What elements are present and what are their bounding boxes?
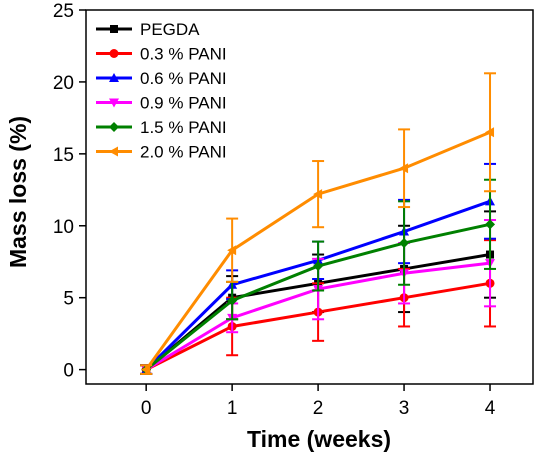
- series-layer: [140, 72, 497, 375]
- legend-item: PEGDA: [96, 20, 200, 39]
- legend-item: 0.9 % PANI: [96, 94, 227, 113]
- legend-label: 0.9 % PANI: [140, 94, 227, 113]
- x-tick-label: 3: [399, 398, 410, 419]
- legend-marker: [109, 49, 119, 58]
- data-point: [313, 189, 323, 200]
- legend-marker: [109, 98, 119, 108]
- data-point: [485, 127, 495, 138]
- legend: PEGDA 0.3 % PANI 0.6 % PANI 0.9 % PANI 1.5 %…: [96, 20, 227, 162]
- series-5: [140, 72, 497, 375]
- y-axis: 0 5 10 15 20 25: [53, 1, 86, 382]
- legend-label: 2.0 % PANI: [140, 143, 227, 162]
- data-point: [227, 295, 238, 306]
- legend-label: 1.5 % PANI: [140, 118, 227, 137]
- y-tick-label: 10: [53, 217, 74, 238]
- legend-item: 2.0 % PANI: [96, 143, 227, 162]
- data-point: [399, 238, 410, 249]
- x-tick-label: 4: [485, 398, 496, 419]
- legend-marker: [109, 146, 118, 157]
- x-tick-label: 0: [141, 398, 152, 419]
- data-point: [313, 261, 324, 272]
- data-point: [227, 245, 237, 256]
- plot-frame: [85, 9, 534, 385]
- legend-item: 0.3 % PANI: [96, 45, 227, 64]
- y-tick-label: 20: [53, 73, 74, 94]
- y-tick-label: 0: [63, 361, 74, 382]
- y-axis-title: Mass loss (%): [5, 116, 31, 268]
- y-tick-label: 5: [63, 289, 74, 310]
- x-axis: 0 1 2 3 4: [141, 384, 496, 419]
- data-point: [399, 163, 409, 174]
- x-tick-label: 2: [313, 398, 324, 419]
- legend-marker: [109, 122, 119, 132]
- legend-item: 0.6 % PANI: [96, 69, 227, 88]
- legend-item: 1.5 % PANI: [96, 118, 227, 137]
- y-tick-label: 15: [53, 145, 74, 166]
- legend-label: 0.6 % PANI: [140, 69, 227, 88]
- data-point: [141, 364, 151, 375]
- x-tick-label: 1: [227, 398, 238, 419]
- y-tick-label: 25: [53, 1, 74, 22]
- legend-label: PEGDA: [140, 20, 200, 39]
- plot-border: [85, 9, 534, 385]
- legend-label: 0.3 % PANI: [140, 45, 227, 64]
- legend-marker: [109, 73, 119, 82]
- x-axis-title: Time (weeks): [247, 426, 391, 452]
- data-point: [485, 219, 496, 230]
- legend-marker: [110, 25, 118, 33]
